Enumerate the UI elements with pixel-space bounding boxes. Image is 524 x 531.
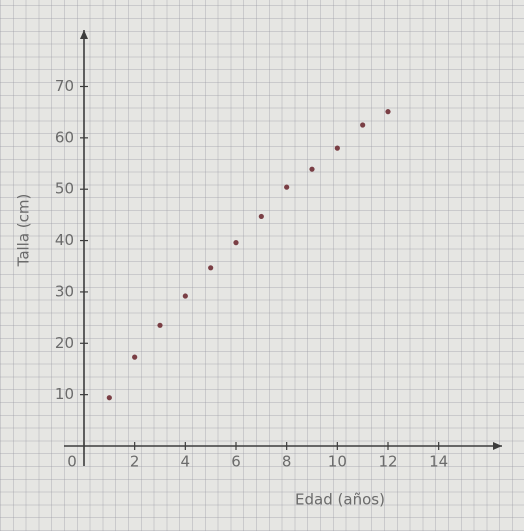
x-tick-label: 10: [328, 453, 347, 471]
x-axis-arrow: [493, 442, 502, 450]
data-point: [157, 322, 163, 328]
y-tick-label: 50: [55, 180, 74, 198]
y-tick-label: 20: [55, 334, 74, 352]
data-point: [258, 213, 264, 220]
data-point: [182, 293, 188, 299]
x-tick-label: 0: [67, 453, 77, 471]
y-tick-label: 40: [55, 231, 74, 249]
data-point: [106, 395, 112, 401]
data-point: [334, 145, 340, 151]
data-point: [385, 109, 391, 115]
data-point: [233, 240, 239, 246]
data-point: [309, 166, 315, 172]
x-tick-label: 14: [429, 453, 448, 471]
x-tick-label: 6: [231, 453, 241, 471]
data-point: [132, 354, 138, 360]
y-tick-label: 70: [55, 77, 74, 95]
x-tick-label: 2: [130, 453, 140, 471]
y-axis-arrow: [80, 30, 88, 39]
y-tick-label: 60: [55, 128, 74, 146]
x-axis-label: Edad (años): [295, 491, 385, 509]
y-axis-label: Talla (cm): [15, 194, 33, 268]
y-tick-label: 10: [55, 385, 74, 403]
data-point: [360, 122, 366, 128]
y-tick-label: 30: [55, 282, 74, 300]
x-tick-label: 8: [282, 453, 292, 471]
data-point: [284, 184, 290, 190]
x-tick-label: 12: [378, 453, 397, 471]
x-tick-label: 4: [181, 453, 191, 471]
data-point: [208, 265, 214, 271]
